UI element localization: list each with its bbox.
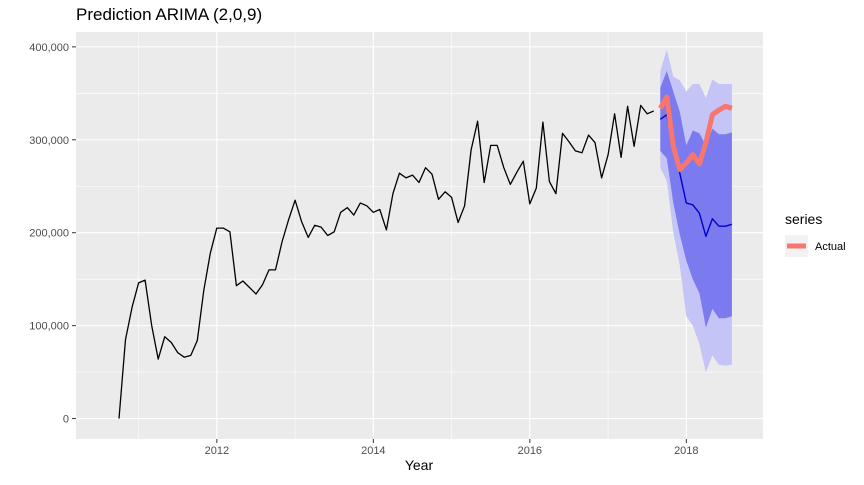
- prediction-band-80: [660, 71, 732, 328]
- legend: series Actual: [785, 211, 846, 257]
- x-tick-label: 2014: [361, 445, 385, 457]
- series-line-history: [118, 104, 654, 419]
- prediction-intervals: [660, 49, 732, 373]
- x-axis: 2012 2014 2016 2018: [205, 439, 699, 457]
- y-tick-label: 200,000: [29, 228, 69, 240]
- y-tick-label: 400,000: [29, 42, 69, 54]
- y-tick-label: 300,000: [29, 135, 69, 147]
- x-tick-label: 2012: [205, 445, 229, 457]
- y-tick-label: 0: [63, 414, 69, 426]
- x-axis-label: Year: [405, 457, 434, 473]
- legend-label-actual: Actual: [815, 241, 846, 253]
- plot-panel: [76, 32, 763, 439]
- x-tick-label: 2016: [518, 445, 542, 457]
- y-tick-label: 100,000: [29, 321, 69, 333]
- grid-minor: [76, 32, 763, 439]
- chart-title: Prediction ARIMA (2,0,9): [76, 5, 262, 24]
- y-axis: 0 100,000 200,000 300,000 400,000: [29, 42, 76, 426]
- series-lines: [118, 94, 733, 419]
- legend-title: series: [785, 211, 822, 227]
- x-tick-label: 2018: [674, 445, 698, 457]
- series-line-actual: [658, 94, 733, 172]
